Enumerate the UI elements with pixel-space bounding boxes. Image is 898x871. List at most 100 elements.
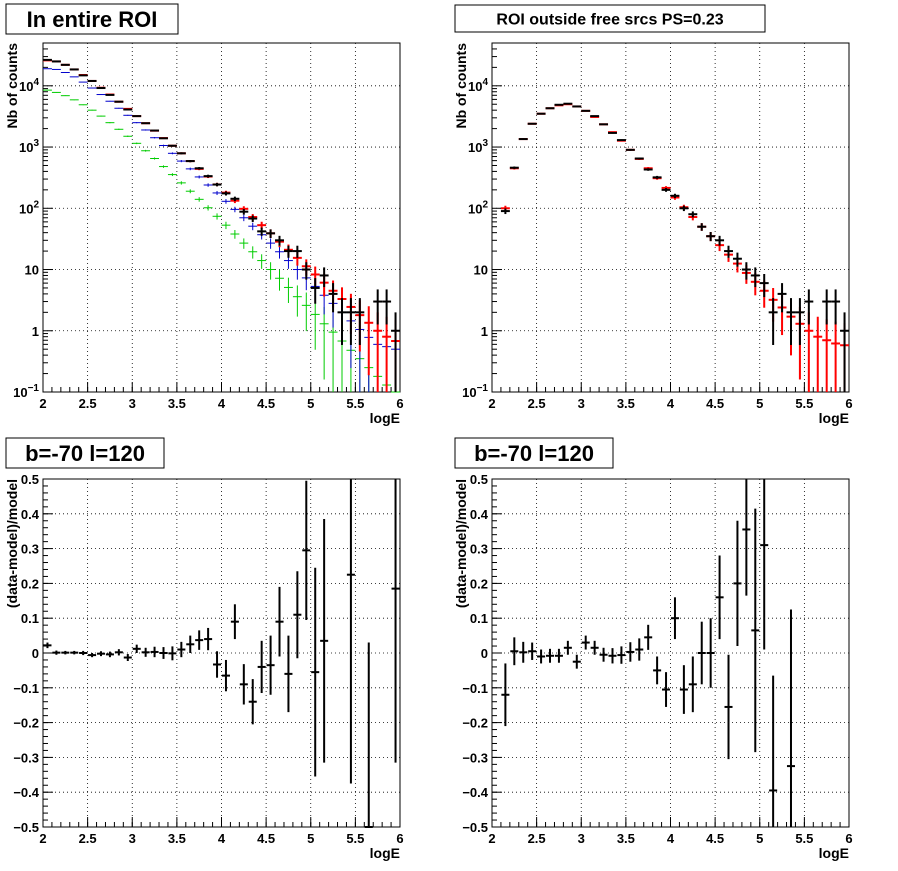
- data-point-blue: [230, 206, 240, 213]
- data-point-black: [554, 103, 564, 106]
- data-point: [177, 641, 186, 658]
- data-point: [510, 637, 519, 666]
- x-tick-label: 4: [667, 396, 675, 411]
- data-point-green: [123, 135, 133, 137]
- data-point-red: [831, 321, 841, 392]
- data-point-blue: [185, 167, 195, 171]
- data-point-green: [319, 307, 329, 380]
- data-point-black: [185, 160, 195, 163]
- data-point-black: [616, 139, 626, 142]
- data-point-blue: [96, 94, 106, 96]
- data-point-black: [301, 262, 311, 280]
- data-point: [769, 675, 778, 827]
- data-point-green: [239, 238, 249, 249]
- data-point-green: [150, 157, 160, 160]
- data-point: [724, 654, 733, 760]
- y-tick-label: 1: [32, 324, 39, 339]
- y-tick-label: 0: [481, 646, 488, 661]
- data-point-black: [194, 167, 204, 170]
- y-tick-label: −0.2: [13, 716, 39, 731]
- data-point-green: [257, 254, 267, 269]
- data-point-green: [292, 285, 302, 317]
- y-axis-label: (data-model)/model: [453, 479, 469, 608]
- chart-panel-p3: 2 2.5 3 3.5 4 4.5 5 5.5 6 −0.5 −0.4 −0.3 −0.2 −0.1 0 0.…: [4, 437, 404, 861]
- data-point-black: [715, 235, 725, 246]
- data-point-green: [301, 292, 311, 332]
- y-tick-label: −0.1: [13, 681, 39, 696]
- data-point: [742, 479, 751, 596]
- data-point-black: [563, 102, 573, 105]
- x-tick-label: 5: [756, 831, 763, 846]
- data-point: [141, 647, 150, 657]
- data-point-black: [831, 289, 841, 325]
- data-point-black: [509, 166, 519, 169]
- data-point-black: [679, 205, 689, 212]
- data-point-green: [221, 221, 231, 230]
- data-point-black: [105, 93, 115, 96]
- data-point: [501, 663, 510, 727]
- data-point-black: [257, 227, 267, 236]
- x-tick-label: 6: [396, 831, 403, 846]
- data-point-blue: [132, 122, 142, 124]
- x-tick-label: 5.5: [795, 396, 813, 411]
- data-point-black: [581, 109, 591, 112]
- data-point-green: [105, 122, 115, 124]
- data-point: [751, 508, 760, 753]
- title-box: [454, 437, 614, 469]
- y-tick-label: 0.4: [21, 507, 40, 522]
- x-tick-label: 2.5: [79, 396, 97, 411]
- data-point: [284, 635, 293, 713]
- data-point-black: [697, 223, 707, 231]
- data-point-green: [185, 189, 195, 194]
- data-point: [293, 571, 302, 659]
- data-point-black: [114, 100, 124, 103]
- data-point: [346, 479, 355, 784]
- data-point-black: [391, 312, 400, 392]
- data-point-green: [69, 99, 79, 101]
- x-tick-label: 4.5: [257, 396, 275, 411]
- x-tick-label: 4.5: [706, 831, 724, 846]
- data-point-green: [159, 165, 168, 168]
- data-point: [195, 630, 204, 650]
- data-point-green: [51, 91, 61, 93]
- y-tick-label: 1: [481, 324, 488, 339]
- x-tick-label: 4: [218, 831, 226, 846]
- series-black: [43, 58, 400, 392]
- data-point: [96, 651, 106, 657]
- y-tick-label: 102: [468, 199, 488, 216]
- data-point-black: [221, 191, 231, 196]
- data-point-green: [310, 299, 320, 350]
- y-tick-label: −0.5: [462, 820, 488, 835]
- data-point: [715, 555, 724, 640]
- data-point-black: [310, 278, 320, 304]
- data-point: [221, 659, 230, 692]
- y-tick-label: 0.1: [21, 611, 39, 626]
- x-tick-label: 5.5: [795, 831, 813, 846]
- data-point: [599, 647, 608, 662]
- y-tick-label: 104: [468, 77, 488, 94]
- x-axis-label: logE: [819, 410, 849, 426]
- x-tick-label: 2.5: [528, 396, 546, 411]
- data-point-green: [283, 277, 293, 303]
- data-point-black: [795, 298, 805, 345]
- chart-panel-p1: 2 2.5 3 3.5 4 4.5 5 5.5 6 10−1 1 10 102 103 104 logE Nb …: [4, 3, 404, 426]
- data-point-black: [786, 298, 796, 345]
- data-point: [644, 624, 653, 650]
- data-point-green: [87, 109, 97, 111]
- data-point-green: [275, 269, 284, 291]
- data-point-green: [203, 205, 213, 211]
- data-point-green: [96, 115, 106, 117]
- y-tick-label: 0: [32, 646, 39, 661]
- data-point-green: [176, 181, 186, 185]
- y-tick-label: −0.4: [13, 785, 39, 800]
- data-point-blue: [266, 238, 276, 249]
- data-point: [679, 665, 688, 714]
- data-point: [608, 648, 617, 664]
- y-axis-label: Nb of counts: [453, 43, 469, 129]
- data-point-red: [813, 316, 823, 392]
- data-point-black: [275, 235, 284, 246]
- x-tick-label: 5: [756, 396, 763, 411]
- data-point-black: [741, 262, 751, 280]
- x-tick-label: 4: [218, 396, 226, 411]
- data-point-black: [337, 298, 347, 345]
